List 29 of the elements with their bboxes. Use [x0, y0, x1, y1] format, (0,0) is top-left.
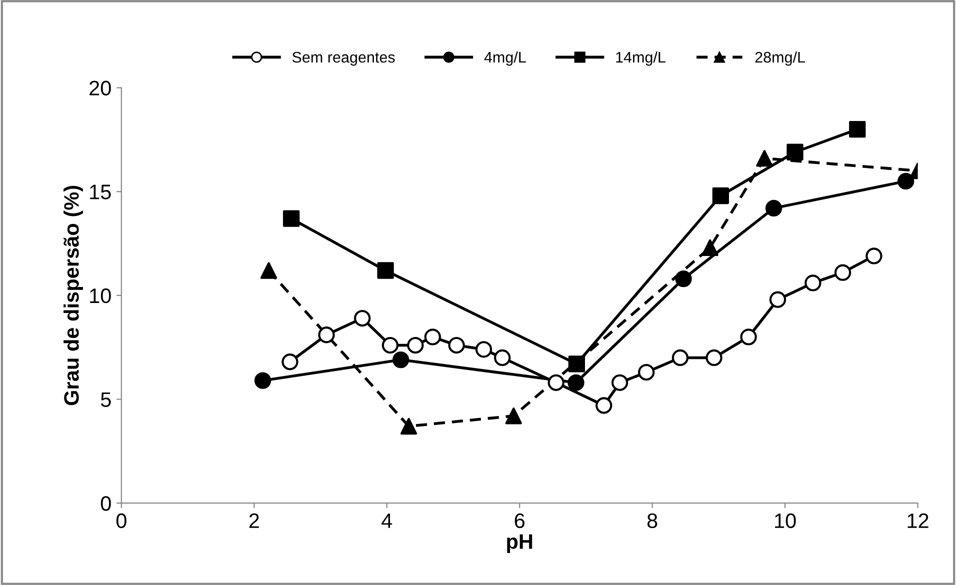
x-tick-label: 12 — [908, 513, 928, 528]
y-tick-label: 0 — [100, 496, 111, 511]
legend-label: 14mg/L — [616, 51, 666, 66]
point — [377, 262, 394, 279]
point — [505, 408, 522, 424]
x-tick-label: 0 — [116, 513, 126, 528]
y-tick-label: 10 — [90, 288, 111, 304]
x-tick-label: 6 — [514, 513, 524, 528]
point — [702, 239, 718, 256]
point — [849, 120, 866, 138]
legend-label: 4mg/L — [484, 51, 526, 66]
y-tick-label: 5 — [100, 392, 111, 408]
x-tick-label: 8 — [647, 513, 658, 528]
point — [260, 262, 278, 279]
x-tick-label: 10 — [775, 513, 796, 528]
point — [568, 356, 585, 372]
point — [756, 150, 773, 167]
point — [282, 210, 300, 227]
y-tick-label: 20 — [90, 80, 111, 96]
y-tick-label: 15 — [90, 184, 111, 200]
point — [400, 418, 418, 435]
x-tick-label: 4 — [382, 514, 392, 528]
legend-label: Sem reagentes — [292, 52, 395, 66]
y-axis-title: Grau de dispersão (%) — [64, 186, 83, 406]
point — [712, 187, 729, 204]
x-tick-label: 2 — [249, 513, 259, 528]
x-axis-title: pH — [507, 534, 532, 554]
point — [786, 144, 804, 160]
legend-label: 28mg/L — [755, 51, 806, 66]
